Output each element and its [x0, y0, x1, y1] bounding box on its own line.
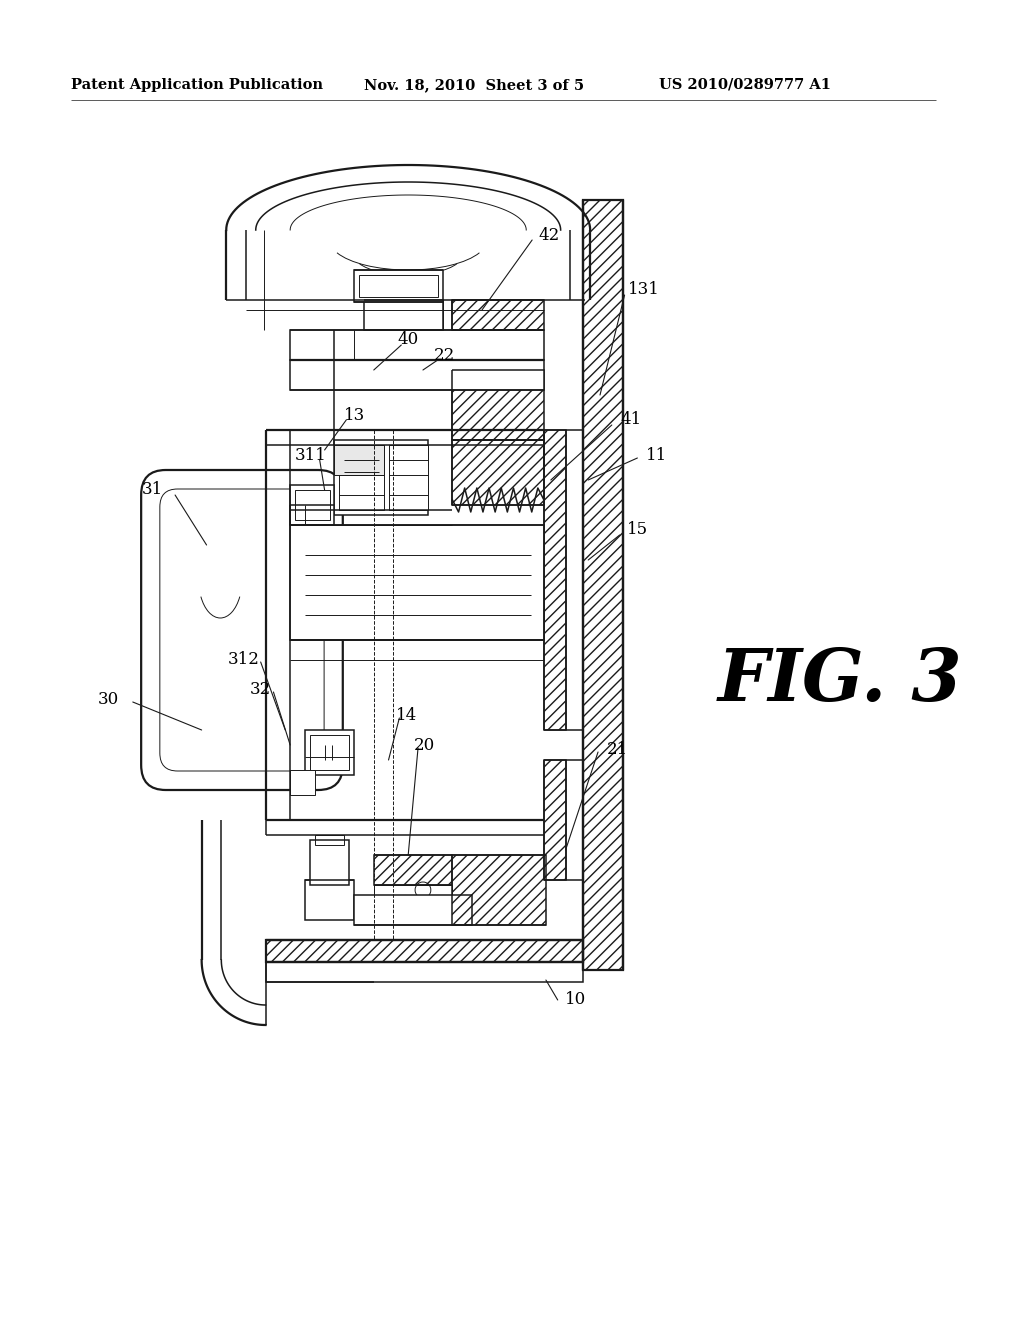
- Text: 10: 10: [565, 991, 586, 1008]
- Text: 14: 14: [395, 706, 417, 723]
- Bar: [374, 884, 453, 915]
- Bar: [310, 735, 349, 770]
- Text: 312: 312: [228, 652, 260, 668]
- FancyBboxPatch shape: [160, 488, 325, 771]
- Bar: [310, 840, 349, 884]
- Bar: [453, 370, 544, 440]
- Bar: [388, 445, 428, 495]
- Bar: [290, 360, 544, 389]
- Bar: [354, 895, 472, 925]
- Text: 31: 31: [142, 482, 163, 499]
- Text: 311: 311: [295, 446, 327, 463]
- Bar: [290, 330, 544, 360]
- Bar: [335, 445, 384, 475]
- Bar: [388, 445, 428, 510]
- Bar: [305, 730, 354, 775]
- Bar: [339, 445, 384, 510]
- Text: FIG. 3: FIG. 3: [718, 644, 963, 715]
- Text: 11: 11: [646, 446, 668, 463]
- Text: 22: 22: [434, 346, 456, 363]
- Bar: [359, 275, 437, 297]
- Bar: [584, 201, 623, 970]
- Bar: [544, 430, 565, 730]
- Text: 30: 30: [97, 692, 119, 709]
- Bar: [335, 440, 428, 515]
- Text: 20: 20: [415, 737, 435, 754]
- Text: Patent Application Publication: Patent Application Publication: [71, 78, 323, 92]
- Bar: [265, 962, 584, 982]
- Bar: [453, 855, 546, 925]
- Bar: [354, 271, 442, 302]
- Bar: [314, 836, 344, 845]
- Bar: [453, 300, 544, 330]
- FancyBboxPatch shape: [141, 470, 343, 789]
- Bar: [305, 880, 354, 920]
- Text: 40: 40: [397, 331, 419, 348]
- Text: 41: 41: [621, 412, 642, 429]
- Bar: [290, 484, 335, 525]
- Bar: [290, 770, 314, 795]
- Bar: [265, 940, 584, 962]
- Text: 131: 131: [629, 281, 660, 298]
- Text: 32: 32: [250, 681, 271, 698]
- Bar: [544, 760, 565, 880]
- Text: 13: 13: [343, 407, 365, 424]
- Bar: [453, 440, 544, 506]
- Bar: [374, 855, 453, 884]
- Bar: [364, 300, 442, 330]
- Text: US 2010/0289777 A1: US 2010/0289777 A1: [659, 78, 831, 92]
- Text: 21: 21: [607, 742, 629, 759]
- Bar: [290, 525, 544, 640]
- Text: Nov. 18, 2010  Sheet 3 of 5: Nov. 18, 2010 Sheet 3 of 5: [364, 78, 584, 92]
- Bar: [295, 490, 330, 520]
- Text: 42: 42: [539, 227, 559, 243]
- Text: 15: 15: [627, 521, 648, 539]
